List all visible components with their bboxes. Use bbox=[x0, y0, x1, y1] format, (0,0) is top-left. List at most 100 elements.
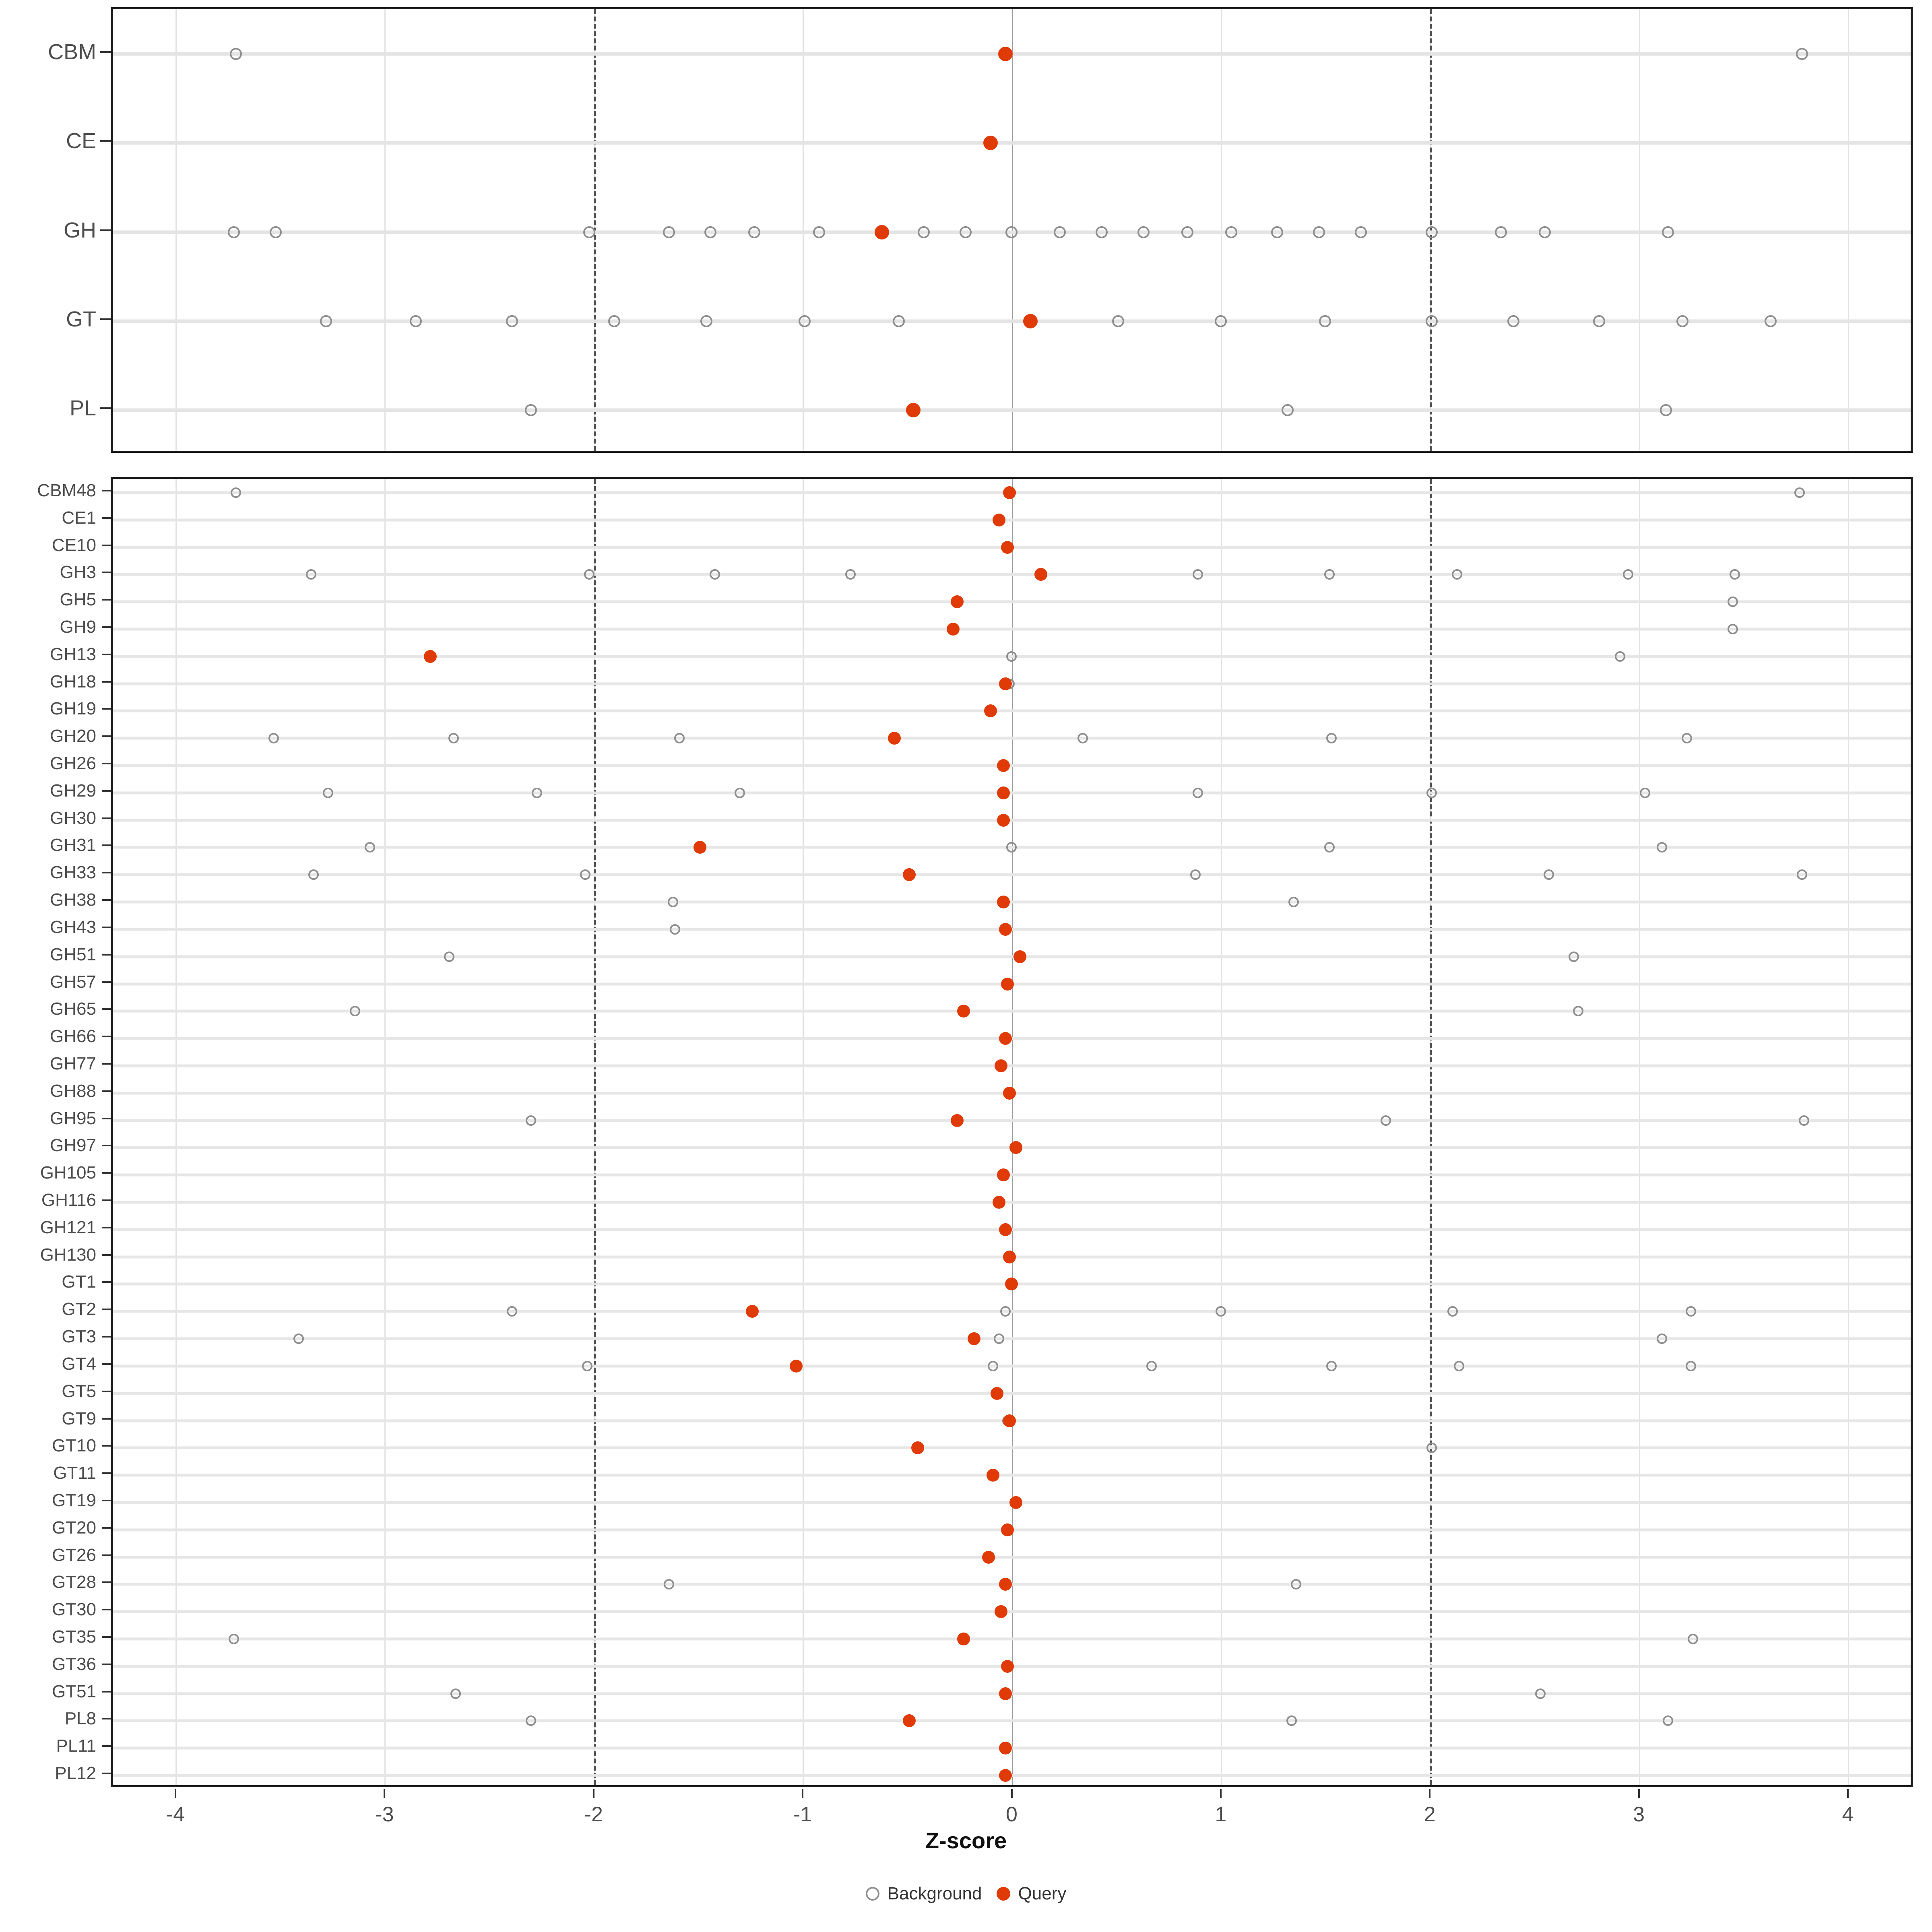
background-point bbox=[1181, 226, 1193, 238]
y-label-gh88: GH88 bbox=[50, 1081, 96, 1101]
y-tick-cbm48 bbox=[102, 489, 111, 491]
row-baseline bbox=[113, 1119, 1911, 1122]
x-tick-mark--1 bbox=[802, 1789, 804, 1798]
y-tick-gh5 bbox=[102, 599, 111, 601]
gridline-x--4 bbox=[175, 9, 177, 451]
y-tick-pl12 bbox=[102, 1773, 111, 1775]
row-baseline bbox=[113, 141, 1911, 145]
background-point bbox=[1137, 226, 1150, 238]
row-baseline bbox=[113, 1310, 1911, 1313]
row-baseline bbox=[113, 764, 1911, 767]
y-label-pl: PL bbox=[69, 396, 96, 421]
background-point bbox=[1538, 226, 1551, 238]
y-tick-pl bbox=[100, 407, 111, 409]
x-tick-label-3: 3 bbox=[1633, 1803, 1645, 1826]
query-point bbox=[999, 1578, 1012, 1591]
row-baseline bbox=[113, 1719, 1911, 1722]
background-point bbox=[1681, 733, 1692, 744]
background-point bbox=[1623, 569, 1634, 580]
y-label-gh5: GH5 bbox=[60, 590, 96, 610]
background-point bbox=[845, 569, 856, 580]
y-label-gt26: GT26 bbox=[52, 1545, 96, 1565]
background-point bbox=[228, 226, 240, 238]
background-point bbox=[1614, 651, 1625, 662]
y-label-pl11: PL11 bbox=[56, 1736, 97, 1756]
background-point bbox=[1326, 1360, 1337, 1371]
gridline-x--4 bbox=[175, 479, 177, 1785]
y-label-gt11: GT11 bbox=[53, 1463, 96, 1483]
y-tick-gh33 bbox=[102, 872, 111, 874]
background-point bbox=[1192, 569, 1203, 580]
background-point bbox=[1535, 1688, 1546, 1699]
row-baseline bbox=[113, 1201, 1911, 1204]
cazyme-family-panel bbox=[111, 477, 1913, 1787]
y-label-gt20: GT20 bbox=[52, 1517, 96, 1538]
y-label-gt19: GT19 bbox=[52, 1490, 96, 1510]
y-tick-cbm bbox=[100, 51, 111, 53]
background-point bbox=[506, 315, 518, 327]
y-tick-gh51 bbox=[102, 954, 111, 956]
y-label-gh31: GH31 bbox=[50, 835, 96, 855]
query-point bbox=[424, 650, 437, 663]
background-point bbox=[1271, 226, 1283, 238]
background-point bbox=[1656, 1333, 1667, 1344]
background-point bbox=[1214, 315, 1227, 327]
row-baseline bbox=[113, 319, 1911, 323]
y-tick-gh3 bbox=[102, 572, 111, 574]
query-point bbox=[1001, 1660, 1014, 1673]
query-point bbox=[694, 841, 707, 854]
y-tick-gt4 bbox=[102, 1363, 111, 1365]
query-point bbox=[1023, 314, 1038, 328]
background-point bbox=[1798, 1115, 1809, 1126]
background-point bbox=[1215, 1306, 1226, 1317]
row-baseline bbox=[113, 873, 1911, 876]
x-tick-mark--4 bbox=[175, 1789, 176, 1798]
y-tick-gh66 bbox=[102, 1036, 111, 1038]
background-point bbox=[892, 315, 905, 327]
y-tick-gh38 bbox=[102, 899, 111, 901]
background-point bbox=[1660, 404, 1672, 417]
background-point bbox=[450, 1688, 461, 1699]
row-baseline bbox=[113, 408, 1911, 412]
y-tick-gh43 bbox=[102, 926, 111, 928]
y-tick-ce10 bbox=[102, 544, 111, 546]
row-baseline bbox=[113, 1610, 1911, 1613]
background-point bbox=[1730, 569, 1740, 580]
query-point bbox=[997, 786, 1010, 799]
legend-item-background: Background bbox=[865, 1884, 982, 1904]
background-point bbox=[1146, 1360, 1157, 1371]
background-point bbox=[1728, 597, 1738, 607]
row-baseline bbox=[113, 1474, 1911, 1477]
y-label-gh38: GH38 bbox=[50, 890, 96, 910]
row-baseline bbox=[113, 1173, 1911, 1177]
background-point bbox=[1192, 787, 1203, 798]
background-point bbox=[1569, 951, 1579, 962]
background-point bbox=[735, 787, 745, 798]
background-point bbox=[525, 1115, 536, 1126]
background-point bbox=[1095, 226, 1108, 238]
y-tick-gt30 bbox=[102, 1609, 111, 1611]
y-label-gh13: GH13 bbox=[50, 644, 96, 664]
y-tick-gt35 bbox=[102, 1636, 111, 1638]
x-tick-label--2: -2 bbox=[584, 1803, 603, 1826]
background-point bbox=[1281, 404, 1294, 417]
background-point bbox=[1507, 315, 1519, 327]
query-point bbox=[1009, 1141, 1022, 1154]
y-label-ce10: CE10 bbox=[52, 535, 96, 555]
background-point bbox=[704, 226, 717, 238]
background-point bbox=[1640, 787, 1650, 798]
row-baseline bbox=[113, 791, 1911, 795]
gridline-x-3 bbox=[1639, 9, 1640, 451]
y-tick-gh88 bbox=[102, 1090, 111, 1092]
query-point bbox=[902, 868, 916, 881]
background-point bbox=[1426, 787, 1437, 798]
row-baseline bbox=[113, 1064, 1911, 1067]
row-baseline bbox=[113, 600, 1911, 603]
query-point bbox=[983, 136, 998, 151]
y-tick-gh9 bbox=[102, 626, 111, 628]
row-baseline bbox=[113, 737, 1911, 740]
dashed-reference-line-2 bbox=[1430, 479, 1432, 1785]
background-point bbox=[320, 315, 332, 327]
y-tick-pl8 bbox=[102, 1718, 111, 1720]
query-point bbox=[1013, 950, 1027, 963]
